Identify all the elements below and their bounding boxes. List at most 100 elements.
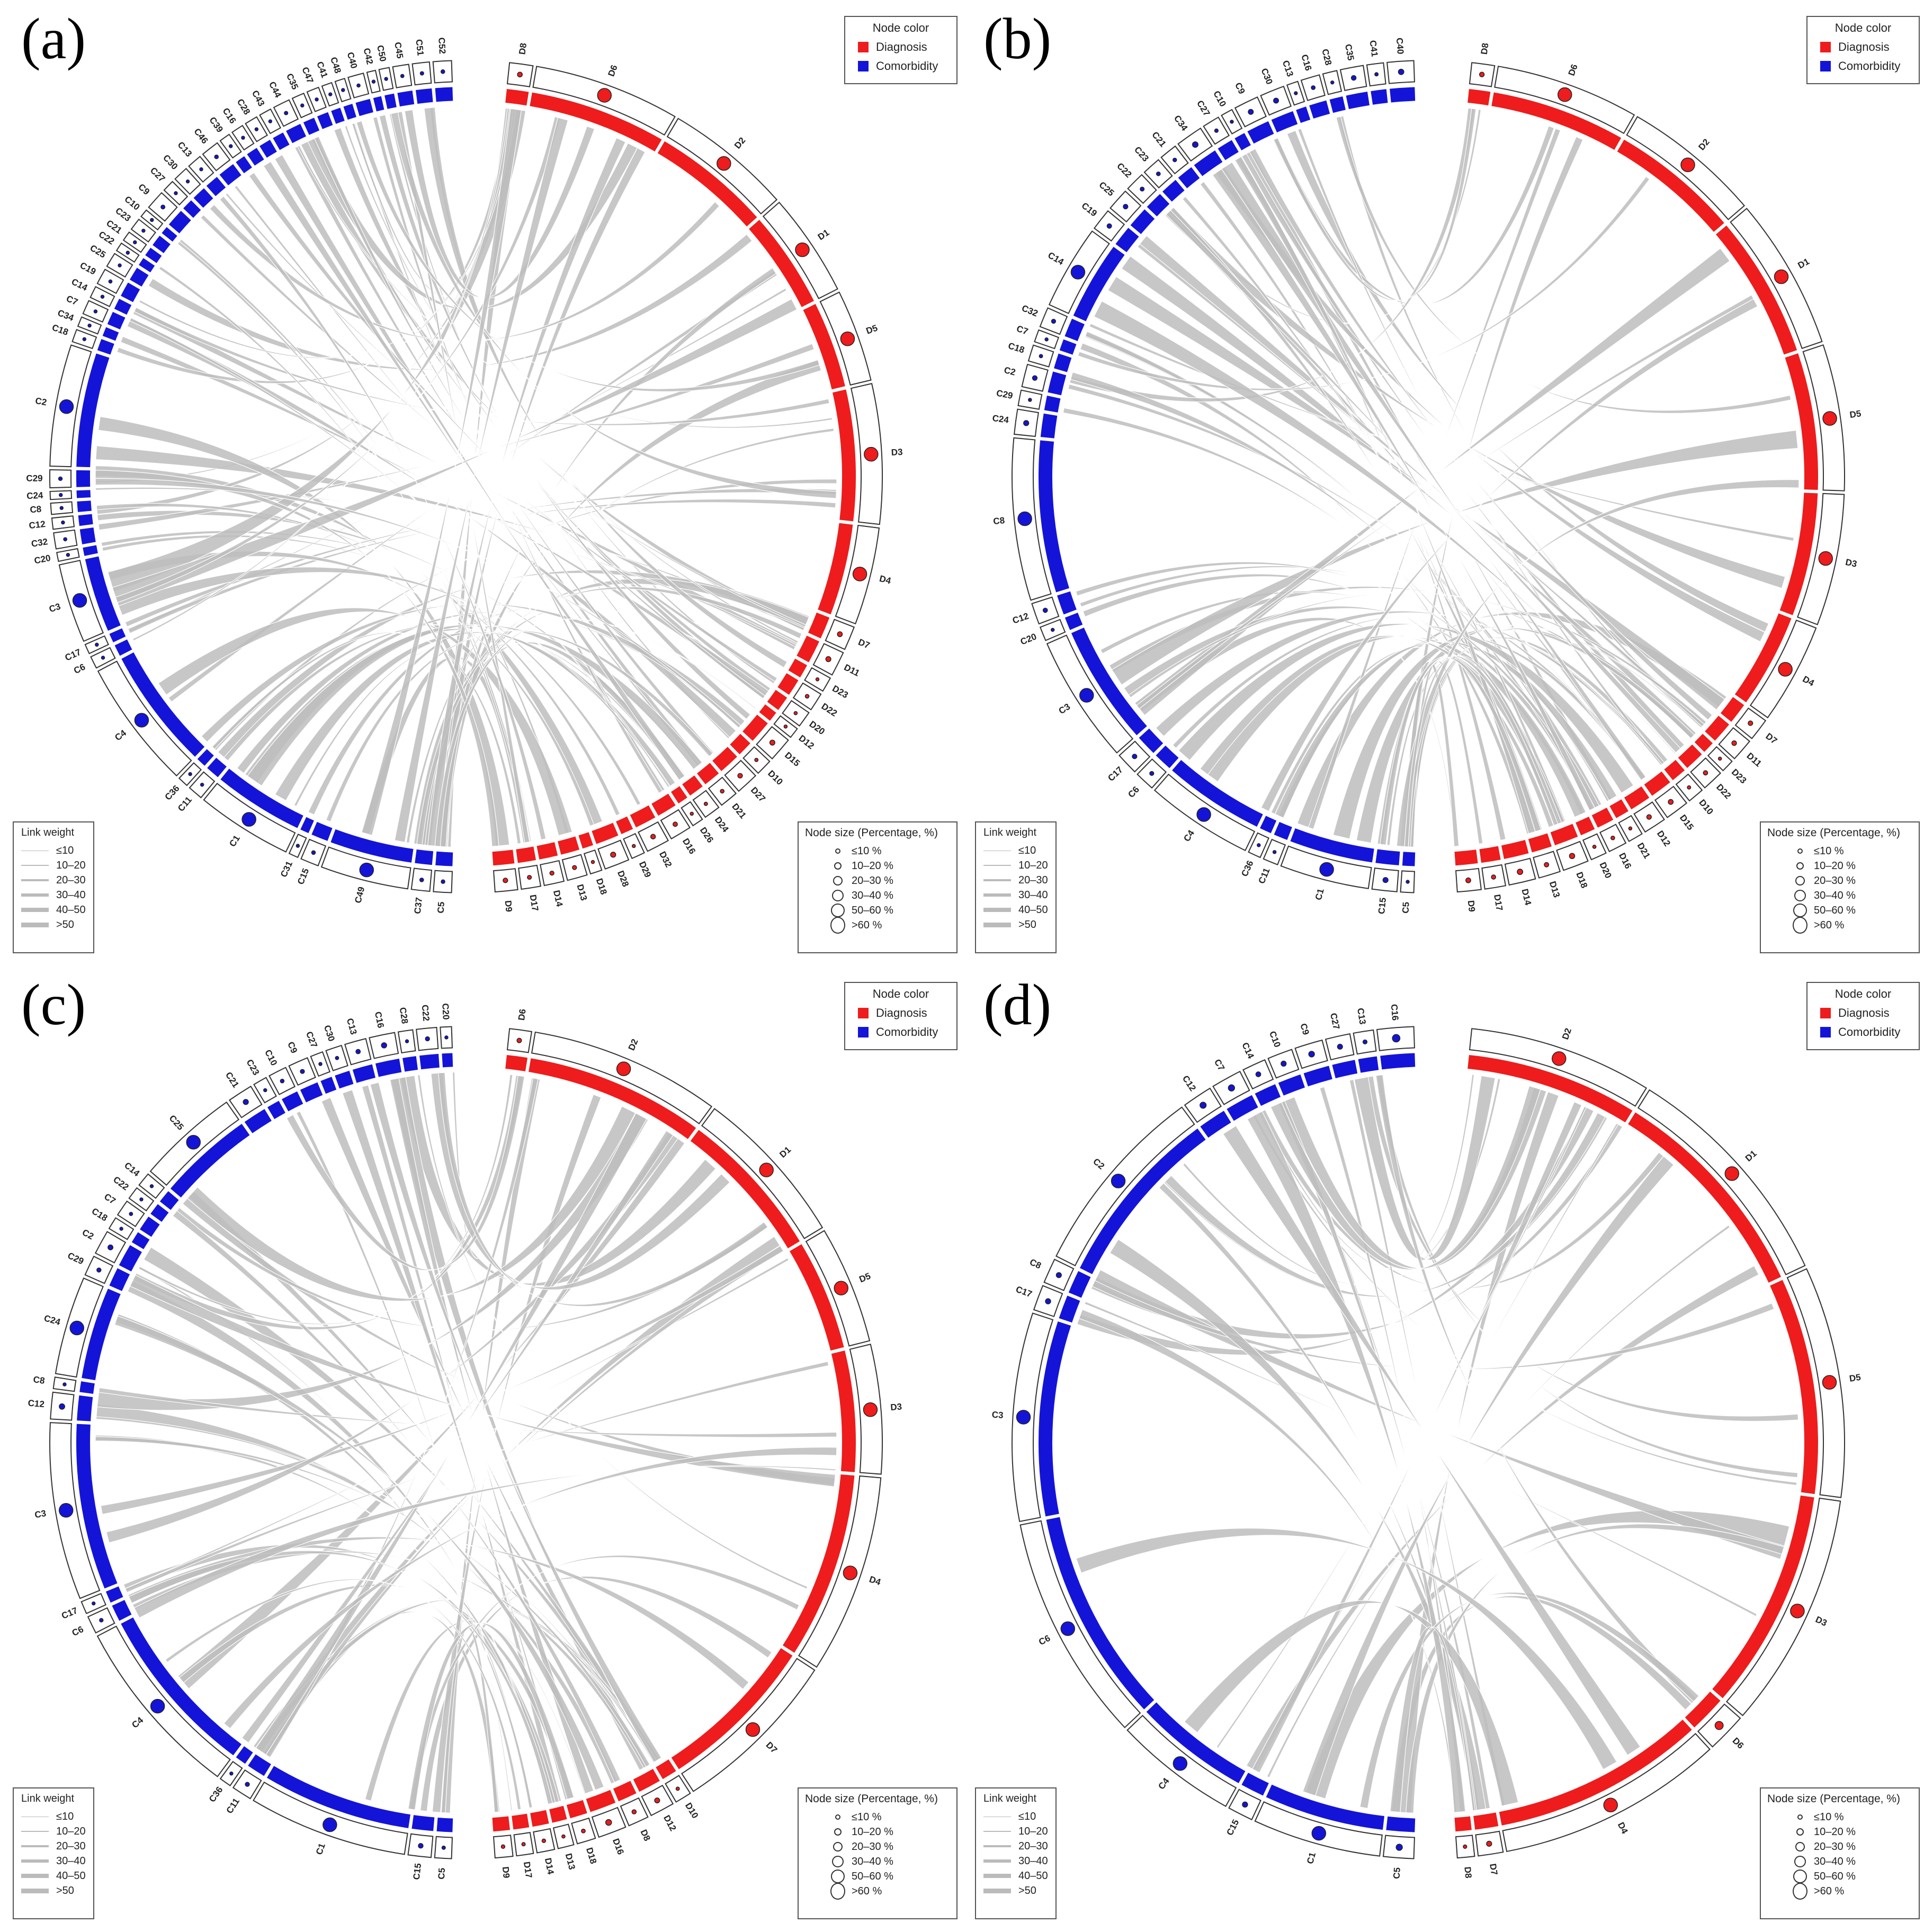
link-weight-label: 10–20 xyxy=(1018,859,1048,871)
comorbidity-node-C28: C28 xyxy=(398,1007,418,1072)
comorbidity-size-dot xyxy=(66,552,70,557)
node-size-legend: Node size (Percentage, %) ≤10 % 10–20 % 20–… xyxy=(798,821,957,953)
link-ribbon xyxy=(219,195,547,840)
comorbidity-label: C2 xyxy=(1003,365,1017,378)
link-weight-label: 40–50 xyxy=(1018,1870,1048,1882)
link-ribbon xyxy=(1375,1074,1697,1704)
comorbidity-bar xyxy=(77,500,92,512)
comorbidity-bar xyxy=(153,236,171,254)
diagnosis-size-dot xyxy=(1558,87,1572,102)
diagnosis-size-dot xyxy=(1544,862,1550,867)
diagnosis-box xyxy=(773,715,798,738)
comorbidity-node-C20: C20 xyxy=(1019,612,1083,647)
comorbidity-bar xyxy=(107,311,126,330)
comorbidity-box xyxy=(288,833,307,858)
node-size-swatch xyxy=(833,1842,843,1851)
comorbidity-label: C12 xyxy=(1180,1074,1198,1093)
comorbidity-size-dot xyxy=(441,879,445,884)
diagnosis-box xyxy=(591,1806,627,1838)
link-ribbon xyxy=(1270,1085,1541,1270)
link-ribbon xyxy=(1246,1265,1759,1771)
diagnosis-label: D5 xyxy=(865,323,879,336)
comorbidity-size-dot xyxy=(419,878,424,882)
comorbidity-size-dot xyxy=(1050,628,1055,632)
diagnosis-bar xyxy=(578,832,594,849)
diagnosis-bar xyxy=(1454,849,1478,866)
comorbidity-box xyxy=(231,124,255,151)
diagnosis-node-D23: D23 xyxy=(788,658,850,700)
node-size-label: 30–40 % xyxy=(852,889,893,901)
comorbidity-node-C3: C3 xyxy=(1046,628,1147,754)
diagnosis-label: D24 xyxy=(713,815,731,835)
comorbidity-size-dot xyxy=(280,1078,285,1084)
comorbidity-size-dot xyxy=(1330,80,1335,85)
diagnosis-label: D6 xyxy=(1731,1736,1746,1751)
diagnosis-label: D10 xyxy=(683,1801,700,1820)
comorbidity-size-dot xyxy=(61,520,65,525)
comorbidity-node-C9: C9 xyxy=(1294,1022,1332,1087)
link-ribbon xyxy=(1249,148,1713,721)
diagnosis-bar xyxy=(712,747,737,772)
comorbidity-size-dot xyxy=(1362,1039,1368,1045)
comorbidity-node-C4: C4 xyxy=(97,652,205,777)
diagnosis-label: D4 xyxy=(879,574,892,586)
legend-comorbidity: Comorbidity xyxy=(1838,59,1901,73)
link-weight-swatch xyxy=(983,922,1011,927)
link-ribbon xyxy=(307,136,638,310)
link-ribbon xyxy=(133,1465,836,1618)
comorbidity-node-C21: C21 xyxy=(1150,130,1200,189)
diagnosis-label: D2 xyxy=(1696,137,1712,153)
comorbidity-box xyxy=(1127,174,1157,204)
comorbidity-label: C16 xyxy=(373,1010,386,1028)
comorbidity-bar xyxy=(1266,1784,1385,1830)
comorbidity-label: C3 xyxy=(1057,702,1072,717)
link-ribbon xyxy=(1258,1074,1475,1269)
link-weight-swatch xyxy=(21,908,49,912)
comorbidity-node-C5: C5 xyxy=(433,851,453,914)
comorbidity-label: C12 xyxy=(28,1398,45,1410)
diagnosis-box xyxy=(506,1028,533,1053)
comorbidity-bar xyxy=(78,514,93,526)
comorbidity-node-C12: C12 xyxy=(29,514,93,531)
link-weight-label: 40–50 xyxy=(56,904,86,916)
link-ribbon xyxy=(1084,1301,1758,1617)
comorbidity-label: C29 xyxy=(996,388,1014,401)
comorbidity-box xyxy=(1039,307,1068,335)
comorbidity-node-C14: C14 xyxy=(122,1160,179,1210)
link-ribbon xyxy=(129,1274,836,1487)
comorbidity-bar xyxy=(1194,150,1223,176)
comorbidity-size-dot xyxy=(1023,420,1030,426)
comorbidity-box xyxy=(288,1057,316,1086)
comorbidity-node-C16: C16 xyxy=(1376,1004,1416,1070)
diagnosis-swatch xyxy=(858,1008,869,1018)
legend-title: Node color xyxy=(872,21,929,34)
diagnosis-size-dot xyxy=(703,801,708,806)
comorbidity-size-dot xyxy=(93,309,98,314)
comorbidity-box xyxy=(410,867,433,892)
comorbidity-size-dot xyxy=(59,493,63,497)
diagnosis-node-D13: D13 xyxy=(558,836,589,902)
link-ribbon xyxy=(1168,207,1543,832)
diagnosis-box xyxy=(1796,493,1845,625)
comorbidity-bar xyxy=(131,1232,150,1249)
diagnosis-size-dot xyxy=(561,1834,566,1839)
comorbidity-bar xyxy=(1059,339,1077,355)
link-weight-label: 10–20 xyxy=(1018,1825,1048,1837)
diagnosis-node-D24: D24 xyxy=(682,775,731,834)
link-weight-label: >50 xyxy=(56,918,74,931)
diagnosis-bar xyxy=(831,1350,856,1472)
comorbidity-size-dot xyxy=(245,1782,250,1787)
diagnosis-swatch xyxy=(1820,42,1831,52)
comorbidity-size-dot xyxy=(384,77,388,81)
comorbidity-size-dot xyxy=(200,782,204,787)
comorbidity-size-dot xyxy=(1032,375,1038,381)
comorbidity-bar xyxy=(1375,849,1400,865)
legend-title: Link weight xyxy=(21,827,75,838)
diagnosis-box xyxy=(1725,1497,1841,1716)
comorbidity-size-dot xyxy=(101,656,105,660)
comorbidity-label: C18 xyxy=(1007,341,1025,355)
diagnosis-node-D10: D10 xyxy=(730,734,785,787)
diagnosis-size-dot xyxy=(804,694,810,699)
comorbidity-node-C29: C29 xyxy=(66,1250,130,1291)
